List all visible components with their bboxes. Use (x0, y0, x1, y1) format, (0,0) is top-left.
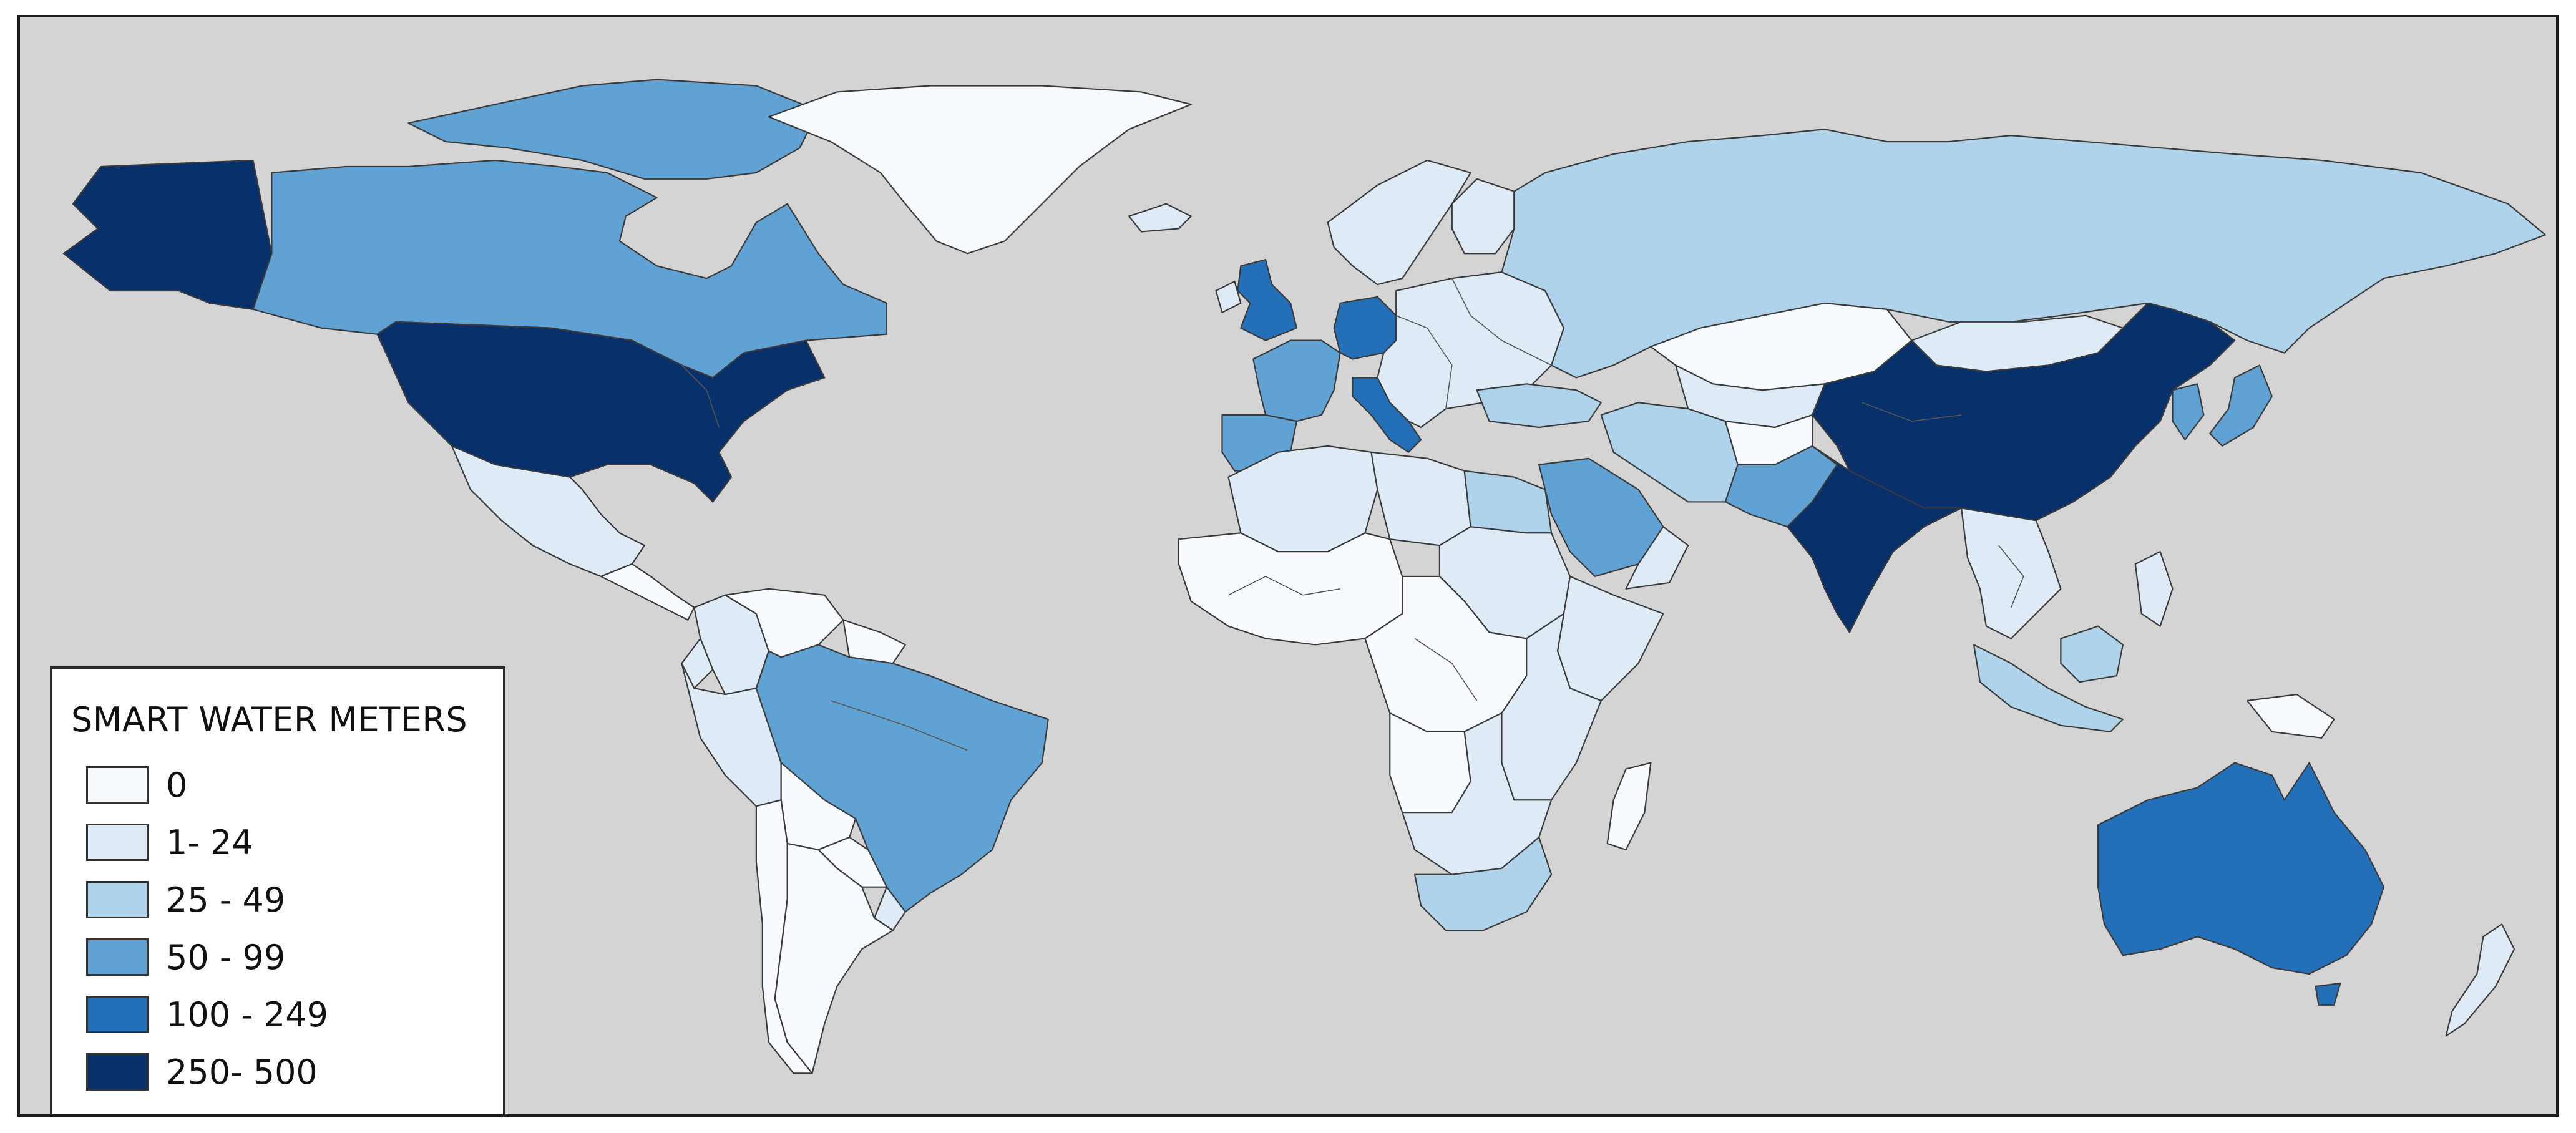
region-horn-of-africa (1556, 575, 1664, 702)
legend-item: 250- 500 (86, 1052, 318, 1092)
legend-label: 25 - 49 (166, 880, 286, 920)
region-mexico (451, 445, 645, 578)
region-canada-islands (407, 79, 819, 180)
region-east-africa (1501, 613, 1602, 801)
world-map (62, 79, 2546, 1074)
legend-label: 250- 500 (166, 1052, 318, 1092)
legend-label: 100 - 249 (166, 994, 328, 1034)
legend-label: 0 (166, 765, 188, 805)
region-tasmania (2315, 982, 2341, 1006)
legend-swatch (86, 1053, 149, 1091)
country-borders (681, 278, 2024, 751)
legend-swatch (86, 881, 149, 918)
region-greenland (768, 85, 1192, 255)
region-japan (2209, 364, 2273, 447)
legend-item: 0 (86, 765, 188, 805)
legend-swatch (86, 766, 149, 804)
region-new-zealand (2445, 923, 2515, 1037)
region-india (1787, 445, 1963, 633)
legend-title: SMART WATER METERS (71, 700, 468, 739)
region-united-kingdom (1237, 259, 1298, 341)
region-papua-new-guinea (2246, 693, 2335, 739)
region-guianas (842, 619, 906, 664)
legend-label: 1- 24 (166, 822, 253, 862)
region-central-america (600, 563, 695, 621)
legend-item: 100 - 249 (86, 994, 328, 1034)
region-korea (2172, 383, 2205, 441)
region-finland (1451, 178, 1515, 255)
region-argentina (774, 842, 894, 1074)
legend-label: 50 - 99 (166, 937, 286, 977)
legend-item: 25 - 49 (86, 880, 286, 920)
region-libya (1370, 451, 1471, 547)
region-scandinavia (1327, 159, 1471, 286)
legend-item: 1- 24 (86, 822, 253, 862)
legend-swatch (86, 996, 149, 1033)
region-iceland (1128, 203, 1192, 233)
legend-swatch (86, 824, 149, 861)
region-alaska (62, 159, 273, 310)
legend-item: 50 - 99 (86, 937, 286, 977)
choropleth-map: SMART WATER METERS 0 1- 24 25 - 49 50 - … (17, 15, 2559, 1117)
region-australia (2097, 762, 2385, 975)
legend-swatch (86, 938, 149, 976)
region-indonesia-borneo (2060, 625, 2124, 683)
region-philippines (2134, 551, 2174, 627)
region-south-africa (1413, 836, 1553, 931)
region-southeast-asia (1960, 507, 2062, 639)
region-turkey (1476, 383, 1602, 429)
region-madagascar (1606, 762, 1652, 851)
region-france (1252, 339, 1341, 422)
region-egypt (1463, 470, 1553, 534)
region-arabian-peninsula (1625, 526, 1689, 590)
map-legend: SMART WATER METERS 0 1- 24 25 - 49 50 - … (50, 666, 505, 1114)
region-ireland (1215, 280, 1242, 313)
region-indonesia (1973, 644, 2124, 732)
